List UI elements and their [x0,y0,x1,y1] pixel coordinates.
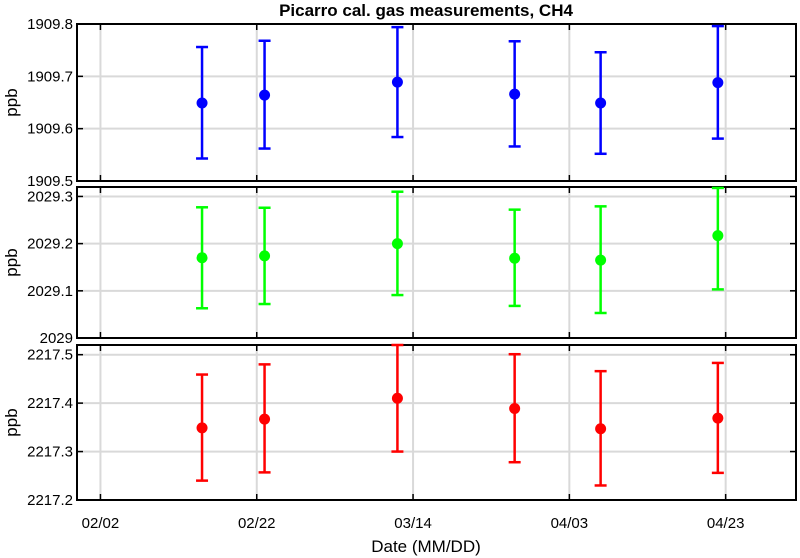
data-point [595,97,607,109]
data-point [712,412,724,424]
data-point [595,423,607,435]
y-tick-label: 1909.8 [27,16,73,33]
data-point [391,76,403,88]
y-axis-label: ppb [2,408,21,436]
x-tick-label: 03/14 [394,515,432,532]
plot-frame [76,344,797,501]
y-tick-label: 1909.6 [27,121,73,138]
data-point [196,252,208,264]
panel-2: 2029 2029.1 2029.2 2029.3 ppb [2,186,797,347]
y-tick-label: 2217.3 [27,444,73,461]
y-tick-label: 2217.5 [27,347,73,364]
data-point [259,89,271,101]
data-point [595,254,607,266]
panel-3: 2217.2 2217.3 2217.4 2217.5 ppb [2,343,797,509]
x-tick-label: 02/02 [82,515,120,532]
chart-panels: 1909.51909.61909.71909.8ppb20292029.1202… [2,16,797,532]
panel-1: 1909.5 1909.6 1909.7 1909.8 ppb [2,16,797,190]
x-tick-label: 04/03 [551,515,589,532]
x-axis-label: Date (MM/DD) [371,537,481,556]
data-point [391,238,403,250]
y-tick-label: 2029.1 [27,283,73,300]
x-tick-label: 02/22 [238,515,276,532]
x-tick-label: 04/23 [707,515,745,532]
data-point [509,252,521,264]
plot-frame [76,23,797,182]
data-point [259,250,271,262]
data-point [391,392,403,404]
plot-frame [76,186,797,339]
chart-title: Picarro cal. gas measurements, CH4 [279,1,573,20]
y-tick-label: 2217.4 [27,395,73,412]
data-point [196,422,208,434]
y-tick-label: 2217.2 [27,492,73,509]
y-axis-label: ppb [2,248,21,276]
data-point [196,97,208,109]
y-tick-label: 1909.7 [27,68,73,85]
data-point [509,402,521,414]
y-tick-label: 1909.5 [27,173,73,190]
y-tick-label: 2029 [40,330,73,347]
data-point [259,413,271,425]
data-point [712,77,724,89]
y-tick-label: 2029.2 [27,236,73,253]
y-axis-label: ppb [2,88,21,116]
y-tick-label: 2029.3 [27,188,73,205]
data-point [712,230,724,242]
data-point [509,88,521,100]
